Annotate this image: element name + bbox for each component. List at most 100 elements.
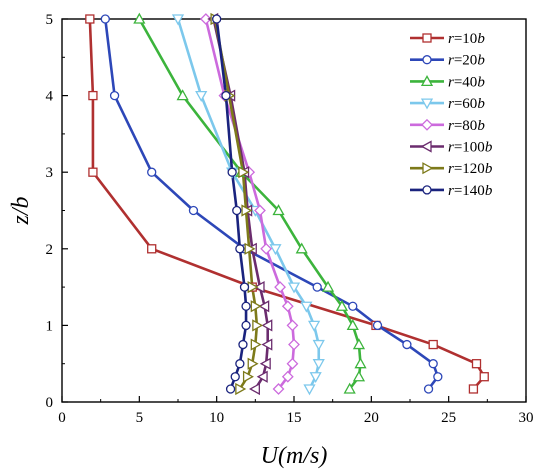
data-point-4: [274, 281, 286, 294]
legend-marker-1: [422, 55, 432, 65]
data-point-3: [303, 384, 316, 396]
data-point-2: [346, 319, 359, 331]
data-point-6: [241, 204, 253, 217]
data-point-6: [242, 370, 254, 383]
data-point-5: [258, 300, 270, 313]
data-point-0: [479, 372, 489, 382]
data-point-6: [250, 338, 262, 351]
data-point-0: [85, 14, 95, 24]
data-point-3: [308, 320, 321, 332]
y-axis-label: z/b: [8, 196, 34, 225]
x-tick-label: 30: [519, 410, 534, 426]
data-point-6: [238, 166, 250, 179]
data-point-6: [250, 300, 262, 313]
data-point-3: [312, 359, 325, 371]
data-point-1: [372, 320, 383, 331]
legend-entry-part: b: [485, 161, 493, 177]
data-point-3: [195, 90, 208, 102]
data-point-0: [428, 339, 438, 350]
y-tick-label: 4: [46, 89, 54, 105]
data-point-7: [241, 301, 251, 311]
data-point-6: [235, 382, 247, 396]
legend-entry-part: b: [477, 31, 485, 47]
data-point-7: [221, 90, 231, 101]
data-point-4: [281, 300, 294, 313]
data-point-0: [147, 244, 157, 254]
legend-entry-part: =60: [454, 96, 477, 112]
data-point-4: [286, 357, 299, 370]
y-tick-label: 0: [46, 395, 54, 411]
data-point-1: [423, 384, 434, 394]
legend-entry-part: b: [477, 74, 485, 90]
data-point-2: [295, 242, 308, 254]
data-point-7: [212, 14, 222, 24]
x-tick-label: 15: [287, 410, 302, 426]
data-point-2: [335, 299, 349, 311]
legend-entry-part: =80: [454, 118, 477, 134]
data-point-3: [287, 282, 301, 294]
legend-marker-3: [420, 98, 434, 110]
data-point-4: [272, 383, 285, 395]
legend-entry-part: =140: [454, 183, 485, 199]
data-point-1: [147, 167, 157, 177]
x-tick-label: 5: [136, 410, 144, 426]
data-point-4: [254, 204, 266, 217]
data-point-1: [402, 339, 412, 350]
legend-marker-2: [420, 75, 434, 87]
data-point-3: [309, 372, 322, 384]
data-point-0: [471, 359, 482, 369]
data-point-5: [253, 280, 265, 294]
data-point-4: [260, 242, 273, 255]
legend-entry-part: b: [485, 183, 493, 199]
data-point-2: [176, 89, 189, 101]
data-point-0: [88, 167, 98, 177]
x-tick-label: 0: [58, 410, 66, 426]
data-point-5: [261, 319, 273, 332]
y-tick-label: 5: [46, 12, 54, 28]
y-tick-label: 3: [46, 165, 54, 181]
data-point-2: [352, 370, 366, 382]
x-tick-label: 25: [441, 410, 456, 426]
data-point-3: [300, 301, 313, 313]
data-point-4: [286, 319, 299, 332]
legend-entry-part: b: [485, 140, 493, 156]
legend-entry-5: r=100b: [448, 140, 493, 156]
data-point-1: [348, 301, 358, 311]
legend-entry-part: =10: [454, 31, 477, 47]
legend-entry-part: r: [448, 161, 454, 177]
legend-entry-part: =20: [454, 53, 477, 69]
axis-ticks: 0 5 10 15 20 25 30 0 1 2 3 4 5: [46, 12, 534, 426]
data-point-6: [244, 242, 256, 255]
legend-entry-part: r: [448, 183, 454, 199]
x-axis-label: U(m/s): [261, 443, 328, 469]
legend-entry-part: =40: [454, 74, 477, 90]
data-point-3: [269, 244, 282, 256]
legend-entry-part: r: [448, 31, 454, 47]
legend-entry-part: b: [477, 96, 485, 112]
legend-entry-part: r: [448, 53, 454, 69]
data-point-1: [433, 372, 443, 382]
data-point-2: [354, 357, 367, 369]
data-point-3: [171, 14, 185, 26]
legend-entry-1: r=20b: [448, 53, 485, 69]
series-line-0: [88, 18, 486, 390]
data-point-7: [232, 205, 242, 216]
legend-entry-2: r=40b: [448, 74, 485, 90]
series-lines: [88, 18, 486, 390]
legend-entry-4: r=80b: [448, 118, 485, 134]
data-point-5: [248, 382, 260, 396]
data-point-4: [199, 13, 212, 25]
legend-marker-0: [422, 33, 432, 43]
data-point-7: [235, 244, 245, 254]
legend-marker-6: [422, 162, 434, 175]
data-point-5: [259, 357, 271, 370]
data-point-6: [247, 357, 259, 370]
y-tick-label: 2: [46, 242, 54, 258]
data-point-5: [256, 370, 268, 383]
data-point-7: [225, 384, 236, 394]
legend-entry-part: r: [448, 96, 454, 112]
data-point-7: [241, 320, 251, 331]
data-point-7: [227, 167, 237, 177]
y-tick-label: 1: [46, 318, 54, 334]
